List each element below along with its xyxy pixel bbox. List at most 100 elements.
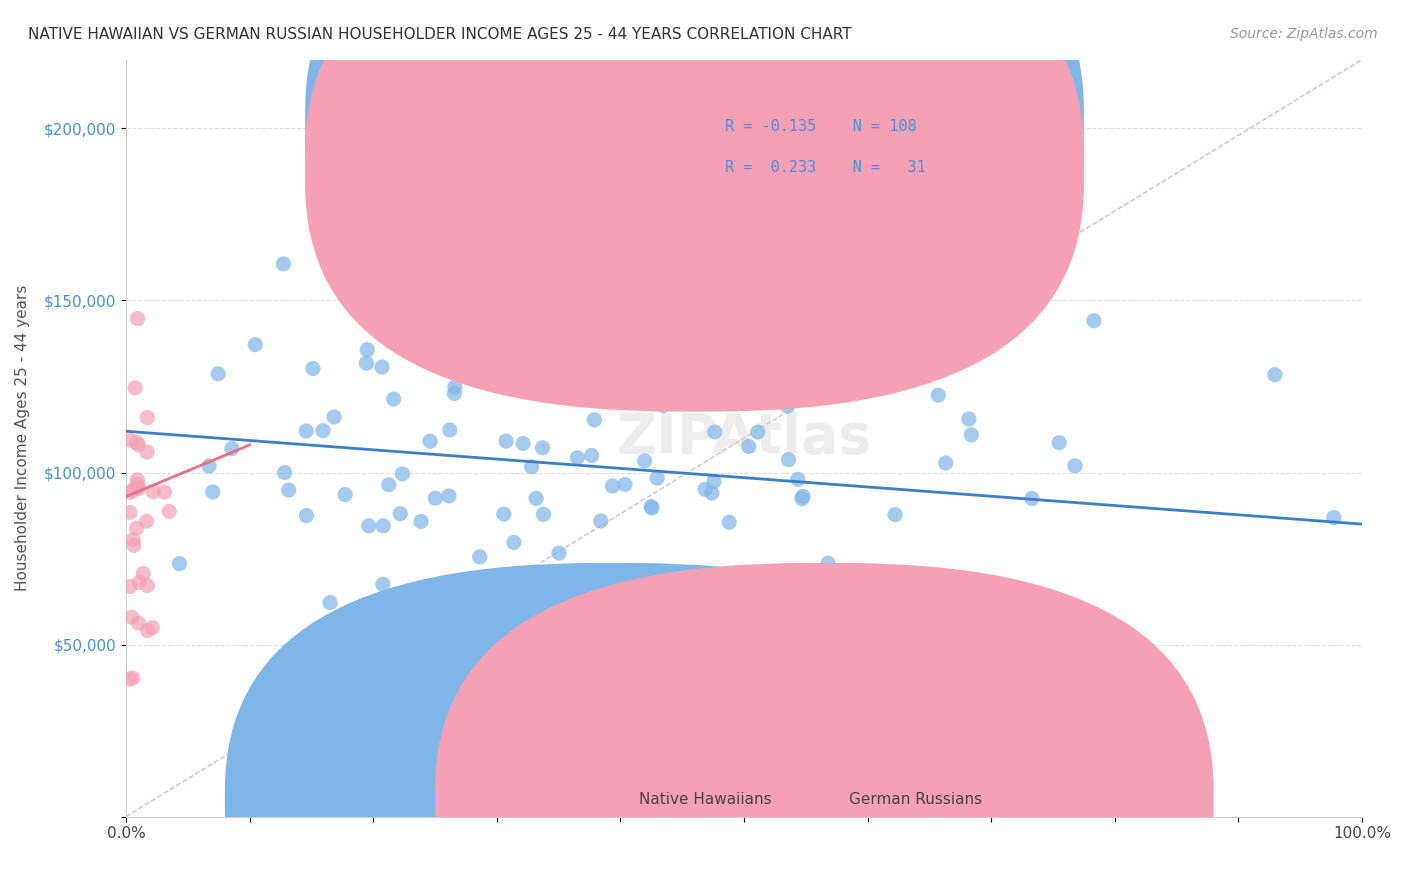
Native Hawaiians bbox=[778, 452, 800, 467]
FancyBboxPatch shape bbox=[305, 0, 1084, 411]
Text: Source: ZipAtlas.com: Source: ZipAtlas.com bbox=[1230, 27, 1378, 41]
Native Hawaiians bbox=[201, 484, 224, 499]
Native Hawaiians bbox=[1083, 314, 1105, 328]
German Russians bbox=[128, 575, 150, 590]
Native Hawaiians bbox=[641, 501, 664, 516]
German Russians bbox=[125, 435, 148, 450]
German Russians bbox=[121, 671, 143, 685]
Native Hawaiians bbox=[357, 518, 380, 533]
German Russians bbox=[142, 484, 165, 499]
Native Hawaiians bbox=[169, 557, 191, 571]
Native Hawaiians bbox=[634, 454, 657, 468]
German Russians bbox=[120, 434, 142, 448]
Native Hawaiians bbox=[363, 625, 385, 640]
Text: ZIPAtlas: ZIPAtlas bbox=[616, 411, 872, 465]
Native Hawaiians bbox=[863, 640, 886, 654]
German Russians bbox=[127, 438, 149, 452]
Native Hawaiians bbox=[295, 508, 318, 523]
Native Hawaiians bbox=[425, 491, 447, 505]
Native Hawaiians bbox=[273, 257, 295, 271]
German Russians bbox=[122, 533, 145, 547]
Native Hawaiians bbox=[718, 330, 741, 344]
Native Hawaiians bbox=[495, 434, 517, 448]
Native Hawaiians bbox=[519, 372, 541, 386]
Native Hawaiians bbox=[409, 515, 432, 529]
Native Hawaiians bbox=[1264, 368, 1286, 382]
Native Hawaiians bbox=[1323, 510, 1346, 524]
Native Hawaiians bbox=[443, 386, 465, 401]
Native Hawaiians bbox=[761, 296, 783, 310]
Native Hawaiians bbox=[634, 385, 657, 400]
Native Hawaiians bbox=[589, 514, 612, 528]
Native Hawaiians bbox=[935, 456, 957, 470]
Native Hawaiians bbox=[1022, 616, 1045, 631]
German Russians bbox=[120, 485, 142, 500]
FancyBboxPatch shape bbox=[434, 563, 1213, 892]
Native Hawaiians bbox=[378, 477, 401, 491]
Native Hawaiians bbox=[695, 483, 717, 497]
Native Hawaiians bbox=[502, 535, 524, 549]
Native Hawaiians bbox=[382, 392, 405, 406]
German Russians bbox=[136, 578, 159, 592]
Native Hawaiians bbox=[578, 328, 600, 343]
German Russians bbox=[128, 481, 150, 495]
Native Hawaiians bbox=[548, 384, 571, 399]
FancyBboxPatch shape bbox=[225, 563, 1004, 892]
Y-axis label: Householder Income Ages 25 - 44 years: Householder Income Ages 25 - 44 years bbox=[15, 285, 30, 591]
Native Hawaiians bbox=[512, 236, 534, 251]
Native Hawaiians bbox=[419, 434, 441, 449]
Text: NATIVE HAWAIIAN VS GERMAN RUSSIAN HOUSEHOLDER INCOME AGES 25 - 44 YEARS CORRELAT: NATIVE HAWAIIAN VS GERMAN RUSSIAN HOUSEH… bbox=[28, 27, 852, 42]
Native Hawaiians bbox=[1064, 458, 1087, 473]
German Russians bbox=[118, 672, 141, 686]
Native Hawaiians bbox=[389, 507, 412, 521]
Native Hawaiians bbox=[323, 410, 346, 425]
Native Hawaiians bbox=[512, 436, 534, 450]
Native Hawaiians bbox=[652, 399, 675, 413]
Native Hawaiians bbox=[529, 317, 551, 331]
Native Hawaiians bbox=[437, 489, 460, 503]
Native Hawaiians bbox=[957, 412, 980, 426]
Text: R = -0.135    N = 108: R = -0.135 N = 108 bbox=[725, 119, 917, 134]
Native Hawaiians bbox=[560, 651, 582, 665]
Native Hawaiians bbox=[776, 399, 799, 413]
German Russians bbox=[153, 485, 176, 500]
German Russians bbox=[141, 621, 163, 635]
German Russians bbox=[122, 538, 145, 552]
German Russians bbox=[136, 445, 159, 459]
Native Hawaiians bbox=[738, 439, 761, 453]
Native Hawaiians bbox=[640, 500, 662, 514]
Native Hawaiians bbox=[198, 458, 221, 473]
Native Hawaiians bbox=[468, 549, 491, 564]
Native Hawaiians bbox=[747, 425, 769, 439]
Text: R =  0.233    N =   31: R = 0.233 N = 31 bbox=[725, 161, 927, 176]
German Russians bbox=[121, 483, 143, 498]
German Russians bbox=[118, 579, 141, 593]
Native Hawaiians bbox=[492, 507, 515, 521]
Native Hawaiians bbox=[444, 380, 467, 394]
Native Hawaiians bbox=[373, 518, 395, 533]
German Russians bbox=[124, 381, 146, 395]
Native Hawaiians bbox=[1021, 491, 1043, 506]
Native Hawaiians bbox=[548, 546, 571, 560]
Native Hawaiians bbox=[245, 337, 267, 351]
FancyBboxPatch shape bbox=[305, 0, 1084, 370]
Native Hawaiians bbox=[613, 477, 636, 491]
Native Hawaiians bbox=[762, 574, 785, 588]
Native Hawaiians bbox=[533, 508, 555, 522]
Native Hawaiians bbox=[718, 516, 741, 530]
Native Hawaiians bbox=[703, 425, 725, 439]
Text: German Russians: German Russians bbox=[849, 792, 983, 807]
German Russians bbox=[127, 311, 149, 326]
Native Hawaiians bbox=[391, 467, 413, 481]
Native Hawaiians bbox=[356, 343, 378, 357]
Native Hawaiians bbox=[703, 475, 725, 489]
Native Hawaiians bbox=[531, 441, 554, 455]
Native Hawaiians bbox=[439, 423, 461, 437]
Native Hawaiians bbox=[602, 479, 624, 493]
German Russians bbox=[136, 410, 159, 425]
Native Hawaiians bbox=[520, 459, 543, 474]
Native Hawaiians bbox=[787, 472, 810, 486]
Native Hawaiians bbox=[927, 388, 949, 402]
Text: Native Hawaiians: Native Hawaiians bbox=[638, 792, 772, 807]
German Russians bbox=[118, 505, 141, 519]
